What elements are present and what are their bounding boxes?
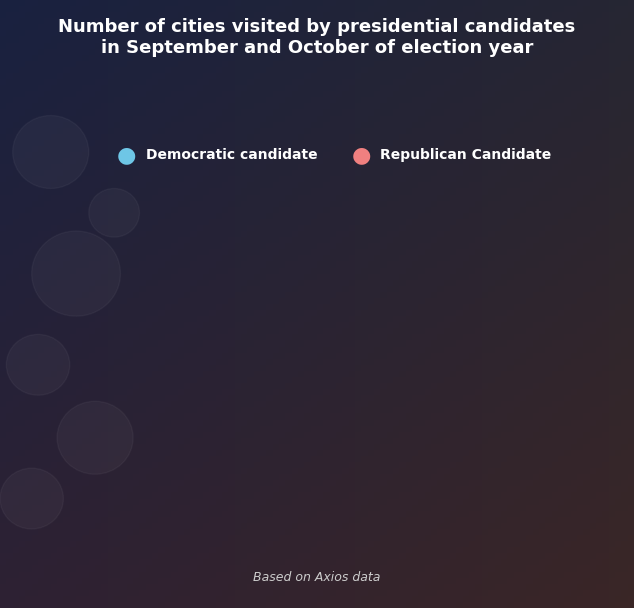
Text: ●: ● xyxy=(117,145,136,165)
Text: 64: 64 xyxy=(501,291,526,309)
Text: 93: 93 xyxy=(561,503,586,521)
Text: Number of cities visited by presidential candidates
in September and October of : Number of cities visited by presidential… xyxy=(58,18,576,57)
Text: 51: 51 xyxy=(229,432,254,451)
FancyBboxPatch shape xyxy=(268,349,364,393)
Text: Clinton: Clinton xyxy=(286,364,347,378)
Text: Democratic candidate: Democratic candidate xyxy=(146,148,318,162)
Text: 92: 92 xyxy=(559,362,584,380)
Text: 46: 46 xyxy=(240,362,264,380)
Text: ●: ● xyxy=(352,145,371,165)
Text: 2020: 2020 xyxy=(82,279,98,322)
Text: 2008: 2008 xyxy=(82,491,98,533)
FancyBboxPatch shape xyxy=(364,349,555,393)
Text: McCain: McCain xyxy=(430,505,491,519)
Text: Harris: Harris xyxy=(293,223,346,237)
Text: Republican Candidate: Republican Candidate xyxy=(380,148,552,162)
Text: 43: 43 xyxy=(246,221,271,239)
Text: Obama: Obama xyxy=(281,434,341,449)
Text: 80: 80 xyxy=(534,432,559,451)
Text: 96: 96 xyxy=(136,503,160,521)
FancyBboxPatch shape xyxy=(364,278,497,322)
Text: Trump: Trump xyxy=(432,364,486,378)
FancyBboxPatch shape xyxy=(276,278,364,322)
FancyBboxPatch shape xyxy=(275,208,364,252)
Text: Biden: Biden xyxy=(296,293,345,308)
FancyBboxPatch shape xyxy=(258,420,364,463)
Text: 2016: 2016 xyxy=(82,350,98,392)
Text: 2024: 2024 xyxy=(82,209,98,251)
Text: 2012: 2012 xyxy=(82,420,98,463)
Text: 42: 42 xyxy=(248,291,273,309)
Text: Obama: Obama xyxy=(234,505,294,519)
Text: Trump: Trump xyxy=(403,293,458,308)
Text: Based on Axios data: Based on Axios data xyxy=(254,571,380,584)
FancyBboxPatch shape xyxy=(164,490,364,534)
FancyBboxPatch shape xyxy=(364,420,530,463)
Text: Romney: Romney xyxy=(413,434,482,449)
FancyBboxPatch shape xyxy=(364,208,482,252)
Text: Trump: Trump xyxy=(396,223,450,237)
Text: 57: 57 xyxy=(486,221,511,239)
FancyBboxPatch shape xyxy=(364,490,557,534)
